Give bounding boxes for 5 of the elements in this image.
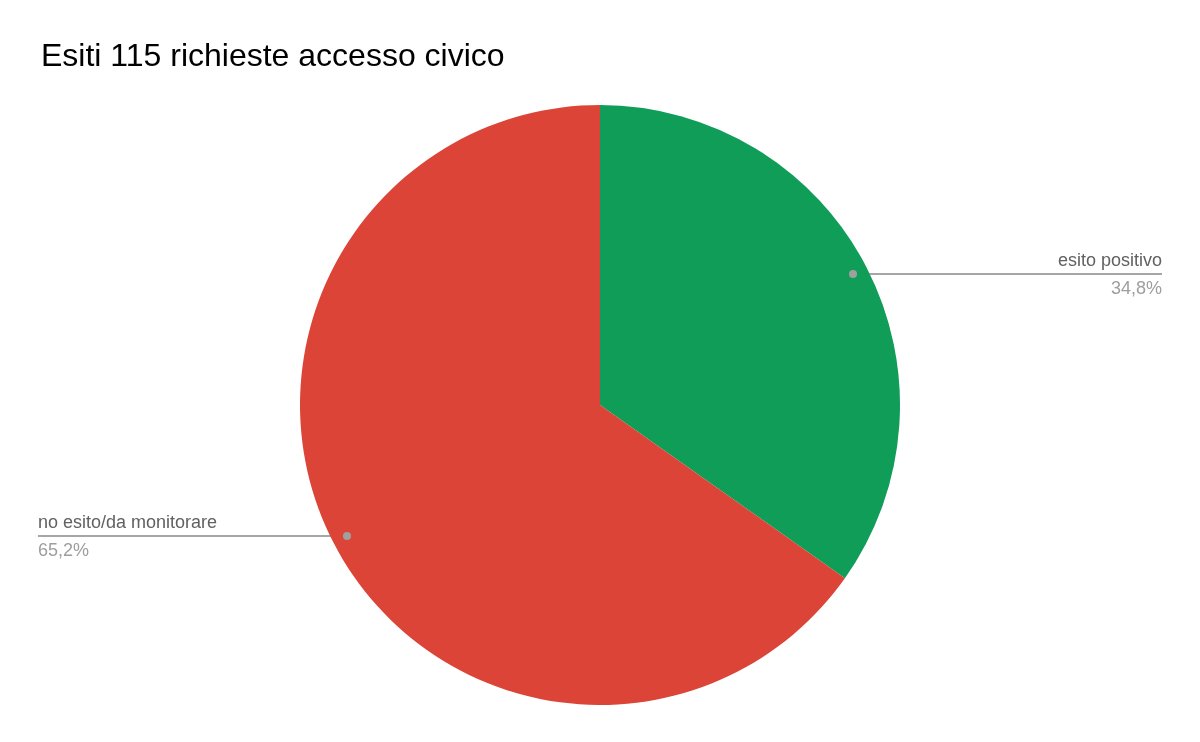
data-label: 34,8% <box>1110 278 1162 299</box>
slice-label: esito positivo <box>1057 250 1162 271</box>
data-label: 65,2% <box>38 539 90 560</box>
slice-label: no esito/da monitorare <box>38 511 218 532</box>
chart-title: Esiti 115 richieste accesso civico <box>41 37 505 73</box>
